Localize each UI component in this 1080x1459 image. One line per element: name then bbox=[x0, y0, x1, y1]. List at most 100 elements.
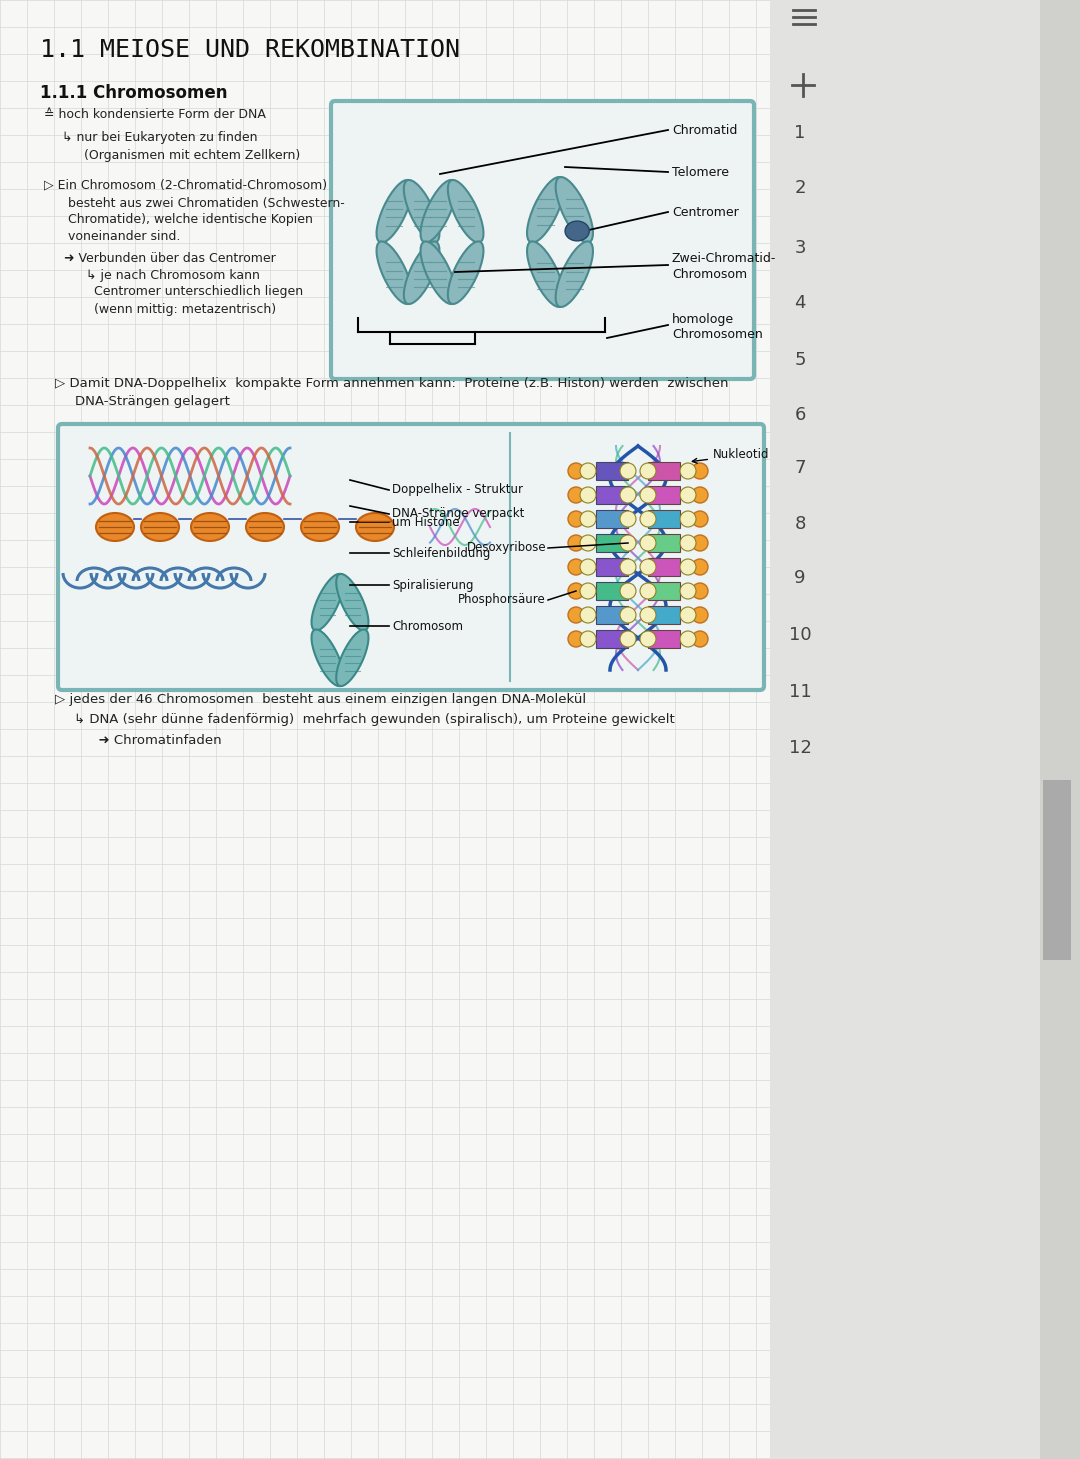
Text: 6: 6 bbox=[794, 406, 806, 425]
Circle shape bbox=[620, 463, 636, 479]
Circle shape bbox=[640, 511, 656, 527]
Circle shape bbox=[568, 559, 584, 575]
Circle shape bbox=[680, 535, 696, 552]
Text: 2: 2 bbox=[794, 179, 806, 197]
FancyBboxPatch shape bbox=[330, 101, 754, 379]
Text: ↳ nur bei Eukaryoten zu finden: ↳ nur bei Eukaryoten zu finden bbox=[62, 131, 257, 144]
Text: ▷ Ein Chromosom (2-Chromatid-Chromosom): ▷ Ein Chromosom (2-Chromatid-Chromosom) bbox=[44, 178, 327, 191]
Text: 8: 8 bbox=[794, 515, 806, 533]
Circle shape bbox=[568, 607, 584, 623]
Ellipse shape bbox=[377, 179, 413, 242]
Text: (wenn mittig: metazentrisch): (wenn mittig: metazentrisch) bbox=[70, 302, 276, 315]
Ellipse shape bbox=[420, 179, 456, 242]
Ellipse shape bbox=[336, 629, 368, 686]
Circle shape bbox=[640, 487, 656, 503]
Text: homologe: homologe bbox=[672, 312, 734, 325]
Ellipse shape bbox=[527, 177, 565, 242]
Text: 11: 11 bbox=[788, 683, 811, 700]
Text: voneinander sind.: voneinander sind. bbox=[60, 231, 180, 244]
Circle shape bbox=[692, 607, 708, 623]
Text: Spiralisierung: Spiralisierung bbox=[392, 579, 473, 591]
Ellipse shape bbox=[141, 514, 179, 541]
Text: 10: 10 bbox=[788, 626, 811, 643]
FancyBboxPatch shape bbox=[58, 425, 764, 690]
Circle shape bbox=[580, 463, 596, 479]
Bar bbox=[596, 557, 627, 576]
Bar bbox=[596, 534, 627, 552]
Circle shape bbox=[692, 559, 708, 575]
Text: ➜ Verbunden über das Centromer: ➜ Verbunden über das Centromer bbox=[56, 251, 275, 264]
Circle shape bbox=[580, 630, 596, 646]
Text: 1: 1 bbox=[794, 124, 806, 142]
Circle shape bbox=[580, 559, 596, 575]
Bar bbox=[648, 486, 680, 503]
Text: (Organismen mit echtem Zellkern): (Organismen mit echtem Zellkern) bbox=[76, 149, 300, 162]
Circle shape bbox=[692, 630, 708, 646]
Text: 9: 9 bbox=[794, 569, 806, 587]
Ellipse shape bbox=[191, 514, 229, 541]
Circle shape bbox=[568, 463, 584, 479]
Text: Centromer: Centromer bbox=[672, 206, 739, 219]
Circle shape bbox=[580, 535, 596, 552]
Bar bbox=[648, 463, 680, 480]
Text: 1.1.1 Chromosomen: 1.1.1 Chromosomen bbox=[40, 85, 228, 102]
Ellipse shape bbox=[96, 514, 134, 541]
Text: Chromosom: Chromosom bbox=[392, 620, 463, 633]
Bar bbox=[596, 486, 627, 503]
Text: Chromatide), welche identische Kopien: Chromatide), welche identische Kopien bbox=[60, 213, 313, 226]
Circle shape bbox=[640, 584, 656, 600]
Text: Telomere: Telomere bbox=[672, 165, 729, 178]
Circle shape bbox=[580, 584, 596, 600]
Ellipse shape bbox=[448, 241, 484, 303]
Circle shape bbox=[580, 511, 596, 527]
Text: ≙ hoch kondensierte Form der DNA: ≙ hoch kondensierte Form der DNA bbox=[44, 108, 266, 121]
Bar bbox=[1040, 0, 1080, 1459]
Circle shape bbox=[568, 511, 584, 527]
Text: ▷ Damit DNA-Doppelhelix  kompakte Form annehmen kann:  Proteine (z.B. Histon) we: ▷ Damit DNA-Doppelhelix kompakte Form an… bbox=[55, 376, 729, 390]
Ellipse shape bbox=[555, 241, 593, 306]
Text: ▷ jedes der 46 Chromosomen  besteht aus einem einzigen langen DNA-Molekül: ▷ jedes der 46 Chromosomen besteht aus e… bbox=[55, 693, 586, 706]
Ellipse shape bbox=[311, 629, 343, 686]
Ellipse shape bbox=[336, 573, 368, 630]
Text: 7: 7 bbox=[794, 460, 806, 477]
Bar bbox=[648, 630, 680, 648]
Circle shape bbox=[640, 607, 656, 623]
Text: Zwei-Chromatid-: Zwei-Chromatid- bbox=[672, 251, 777, 264]
Circle shape bbox=[680, 584, 696, 600]
Bar bbox=[648, 534, 680, 552]
Ellipse shape bbox=[377, 241, 413, 303]
Circle shape bbox=[580, 487, 596, 503]
Text: Phosphorsäure: Phosphorsäure bbox=[458, 594, 546, 607]
Circle shape bbox=[640, 559, 656, 575]
Circle shape bbox=[692, 487, 708, 503]
Circle shape bbox=[692, 463, 708, 479]
Text: 4: 4 bbox=[794, 295, 806, 312]
Circle shape bbox=[680, 463, 696, 479]
Text: 12: 12 bbox=[788, 740, 811, 757]
Circle shape bbox=[568, 535, 584, 552]
Text: um Histone: um Histone bbox=[392, 515, 460, 528]
Circle shape bbox=[692, 584, 708, 600]
Ellipse shape bbox=[404, 241, 440, 303]
Ellipse shape bbox=[448, 179, 484, 242]
Circle shape bbox=[692, 535, 708, 552]
Bar bbox=[770, 0, 1080, 1459]
Text: ↳ DNA (sehr dünne fadenförmig)  mehrfach gewunden (spiralisch), um Proteine gewi: ↳ DNA (sehr dünne fadenförmig) mehrfach … bbox=[75, 713, 675, 727]
Circle shape bbox=[620, 511, 636, 527]
Bar bbox=[648, 511, 680, 528]
Circle shape bbox=[620, 559, 636, 575]
Ellipse shape bbox=[246, 514, 284, 541]
Bar bbox=[596, 582, 627, 600]
Circle shape bbox=[640, 630, 656, 646]
Text: Desoxyribose: Desoxyribose bbox=[467, 541, 546, 554]
Bar bbox=[648, 582, 680, 600]
Text: ↳ je nach Chromosom kann: ↳ je nach Chromosom kann bbox=[70, 268, 260, 282]
Text: 3: 3 bbox=[794, 239, 806, 257]
Bar bbox=[596, 511, 627, 528]
Circle shape bbox=[620, 607, 636, 623]
Text: Chromatid: Chromatid bbox=[672, 124, 738, 137]
Text: Schleifenbildung: Schleifenbildung bbox=[392, 547, 490, 559]
Text: 5: 5 bbox=[794, 352, 806, 369]
Ellipse shape bbox=[565, 222, 590, 241]
Bar bbox=[596, 630, 627, 648]
